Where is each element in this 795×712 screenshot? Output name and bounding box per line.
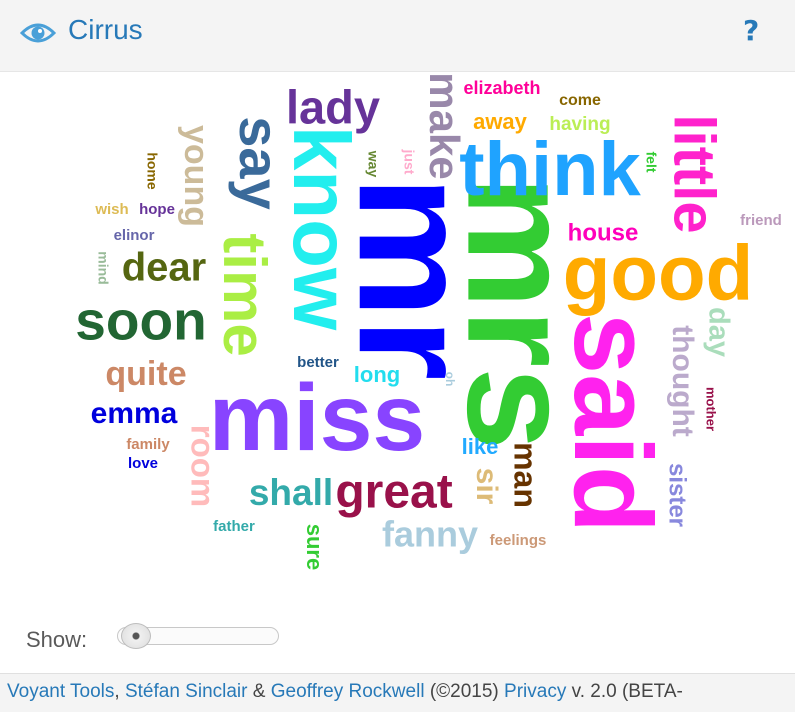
cloud-word-dear[interactable]: dear [122, 246, 207, 290]
cloud-word-come[interactable]: come [559, 92, 601, 109]
cloud-word-family[interactable]: family [126, 436, 170, 453]
footer-sep: , [114, 681, 125, 702]
cloud-word-great[interactable]: great [335, 466, 452, 519]
cloud-word-sir[interactable]: sir [470, 468, 503, 505]
cloud-word-mind[interactable]: mind [95, 251, 111, 284]
cloud-word-man[interactable]: man [508, 442, 544, 508]
cloud-word-quite[interactable]: quite [105, 355, 186, 393]
cloud-word-better[interactable]: better [297, 354, 339, 371]
cloud-word-away[interactable]: away [473, 109, 528, 134]
cloud-word-little[interactable]: little [662, 114, 727, 233]
cloud-word-day[interactable]: day [702, 307, 734, 357]
panel-title: Cirrus [68, 14, 143, 45]
cloud-word-house[interactable]: house [568, 219, 639, 246]
cloud-word-good[interactable]: good [563, 229, 754, 317]
cloud-word-miss[interactable]: miss [209, 365, 426, 471]
cloud-word-felt[interactable]: felt [643, 152, 659, 173]
author-sinclair-link[interactable]: Stéfan Sinclair [124, 681, 248, 702]
footer-copyright: (©2015) [424, 681, 505, 702]
cloud-word-sure[interactable]: sure [302, 524, 327, 570]
help-icon[interactable]: ? [743, 14, 760, 47]
cloud-word-mr[interactable]: mr [326, 176, 505, 381]
cloud-word-elinor[interactable]: elinor [114, 227, 155, 244]
cloud-word-friend[interactable]: friend [740, 212, 782, 229]
cloud-word-soon[interactable]: soon [75, 290, 206, 352]
cloud-word-elizabeth[interactable]: elizabeth [463, 78, 540, 98]
cloud-word-just[interactable]: just [401, 149, 417, 175]
cloud-word-sister[interactable]: sister [664, 463, 691, 527]
cloud-word-love[interactable]: love [128, 455, 158, 472]
cloud-word-think[interactable]: think [459, 127, 641, 212]
cloud-word-shall[interactable]: shall [249, 472, 333, 513]
show-slider-thumb[interactable] [121, 623, 151, 649]
cloud-word-father[interactable]: father [213, 518, 255, 535]
cloud-word-hope[interactable]: hope [139, 201, 175, 218]
cloud-word-home[interactable]: home [144, 152, 160, 190]
cloud-word-long[interactable]: long [354, 362, 400, 387]
cloud-word-having[interactable]: having [549, 114, 610, 135]
cloud-word-emma[interactable]: emma [91, 397, 178, 430]
cloud-word-make[interactable]: make [421, 73, 468, 180]
show-slider-track[interactable] [117, 627, 279, 645]
cloud-word-young[interactable]: young [177, 125, 215, 227]
cloud-word-room[interactable]: room [184, 425, 221, 508]
footer-sep: & [247, 681, 271, 702]
cloud-word-mrs[interactable]: mrs [436, 175, 604, 450]
author-rockwell-link[interactable]: Geoffrey Rockwell [270, 681, 425, 702]
cloud-word-time[interactable]: time [211, 233, 278, 356]
cloud-word-say[interactable]: say [228, 116, 291, 209]
cloud-word-oh[interactable]: oh [443, 372, 457, 387]
show-label: Show: [26, 627, 88, 652]
eye-icon [20, 23, 56, 43]
cloud-word-way[interactable]: way [365, 150, 381, 178]
cloud-word-know[interactable]: know [277, 126, 366, 331]
cloud-word-like[interactable]: like [462, 434, 499, 459]
cloud-word-said[interactable]: said [551, 313, 674, 533]
cloud-word-lady[interactable]: lady [286, 80, 380, 133]
cloud-word-thought[interactable]: thought [666, 325, 699, 437]
footer-version: v. 2.0 (BETA- [566, 681, 683, 702]
cloud-word-fanny[interactable]: fanny [382, 514, 478, 555]
cloud-word-mother[interactable]: mother [704, 387, 719, 431]
privacy-link[interactable]: Privacy [504, 681, 567, 702]
cloud-word-feelings[interactable]: feelings [490, 532, 547, 549]
cloud-word-wish[interactable]: wish [94, 201, 128, 218]
footer: Voyant Tools, Stéfan Sinclair & Geoffrey… [0, 673, 795, 712]
cirrus-header: Cirrus ? [0, 0, 795, 72]
voyant-tools-link[interactable]: Voyant Tools [7, 681, 115, 702]
